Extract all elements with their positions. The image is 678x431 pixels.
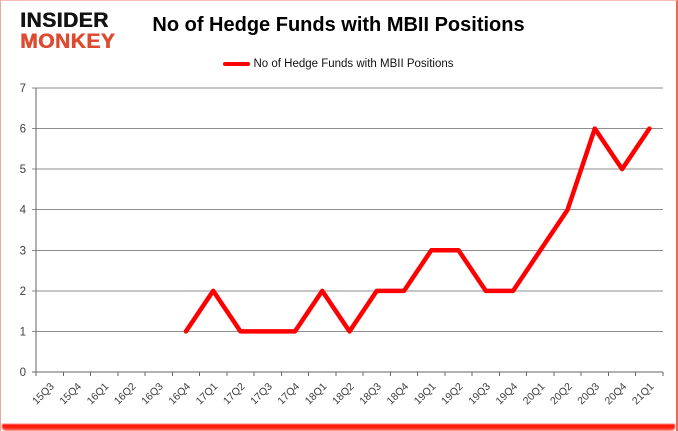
y-axis-tick-label: 4 — [20, 205, 27, 217]
x-axis-tick-label: 19Q1 — [412, 381, 439, 408]
x-axis-tick-label: 20Q2 — [548, 381, 575, 408]
x-axis-tick-label: 18Q1 — [303, 381, 330, 408]
x-axis-tick-label: 18Q2 — [330, 381, 357, 408]
legend: No of Hedge Funds with MBII Positions — [1, 58, 676, 70]
chart-title: No of Hedge Funds with MBII Positions — [152, 14, 525, 36]
x-axis-tick-label: 19Q2 — [439, 381, 466, 408]
y-axis-tick-label: 1 — [20, 326, 26, 338]
x-axis-tick-label: 18Q4 — [384, 381, 411, 408]
y-axis-tick-label: 3 — [20, 245, 26, 257]
x-axis-tick-label: 15Q3 — [30, 381, 57, 408]
y-axis-tick-label: 7 — [20, 83, 26, 95]
series-line — [183, 126, 652, 334]
logo-text-insider: INSIDER — [20, 9, 109, 32]
x-axis-tick-label: 15Q4 — [57, 381, 84, 408]
x-axis-tick-label: 19Q3 — [466, 381, 493, 408]
x-axis-tick-label: 17Q3 — [248, 381, 275, 408]
x-axis-tick-label: 16Q1 — [85, 381, 112, 408]
x-axis-tick-label: 16Q2 — [112, 381, 139, 408]
x-axis-tick-label: 19Q4 — [494, 381, 521, 408]
y-axis-tick-label: 0 — [20, 367, 26, 379]
x-axis-tick-label: 17Q1 — [194, 381, 221, 408]
x-axis-tick-label: 16Q3 — [139, 381, 166, 408]
y-axis-tick-label: 5 — [20, 164, 26, 176]
x-axis-tick-label: 16Q4 — [166, 381, 193, 408]
legend-label: No of Hedge Funds with MBII Positions — [253, 58, 454, 70]
insider-monkey-logo: INSIDER MONKEY — [20, 9, 115, 53]
x-axis-tick-label: 17Q2 — [221, 381, 248, 408]
x-axis-tick-label: 17Q4 — [275, 381, 302, 408]
x-axis-tick-label: 21Q1 — [630, 381, 657, 408]
x-axis-tick-label: 20Q3 — [575, 381, 602, 408]
x-axis-tick-label: 20Q1 — [521, 381, 548, 408]
x-axis-tick-label: 20Q4 — [603, 381, 630, 408]
y-axis-tick-label: 2 — [20, 286, 26, 298]
y-axis-tick-label: 6 — [20, 124, 26, 136]
logo-text-monkey: MONKEY — [20, 30, 116, 53]
x-axis-tick-label: 18Q3 — [357, 381, 384, 408]
bottom-red-bar — [2, 424, 675, 431]
legend-line-swatch — [223, 61, 251, 67]
